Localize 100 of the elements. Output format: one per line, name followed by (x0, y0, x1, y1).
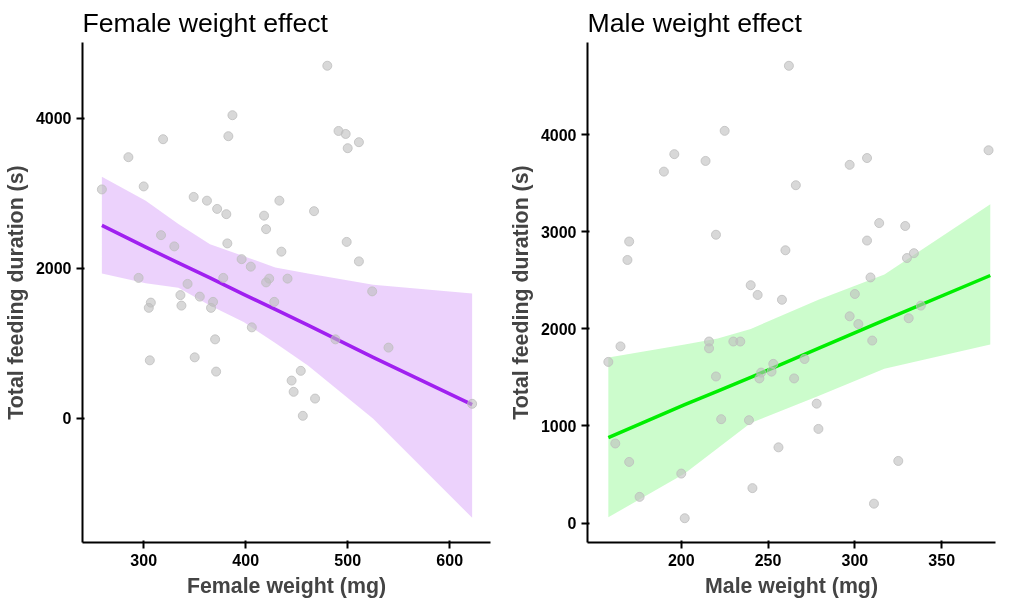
y-axis-title: Total feeding duration (s) (508, 165, 533, 420)
point (900, 221, 911, 231)
point (123, 152, 134, 163)
chart-title: Male weight effect (587, 7, 803, 38)
point (669, 149, 680, 160)
point (768, 358, 779, 369)
point (983, 145, 994, 156)
point (790, 180, 801, 191)
y-tick-label: 0 (62, 410, 72, 428)
point (282, 273, 293, 284)
y-tick-label: 4000 (35, 110, 72, 128)
point (330, 334, 341, 345)
point (901, 253, 912, 264)
point (743, 415, 754, 426)
point (853, 319, 864, 330)
x-tick-label: 300 (841, 551, 869, 569)
point (340, 128, 351, 139)
point (813, 423, 824, 434)
point (309, 206, 320, 217)
point (783, 60, 794, 71)
point (333, 125, 344, 136)
point (143, 302, 154, 313)
point (295, 365, 306, 376)
point (188, 191, 199, 202)
point (811, 398, 822, 409)
point (210, 334, 221, 345)
point (915, 300, 926, 311)
point (624, 456, 635, 467)
y-tick-label: 2000 (35, 260, 72, 278)
point (789, 373, 800, 384)
point (874, 218, 885, 229)
point (194, 291, 205, 302)
point (773, 442, 784, 453)
point (747, 483, 758, 494)
point (844, 311, 855, 322)
point (710, 229, 721, 240)
x-axis-title: Female weight (mg) (186, 573, 387, 598)
point (383, 342, 394, 353)
x-tick-label: 300 (130, 551, 158, 569)
point (603, 356, 614, 367)
point (865, 272, 876, 283)
point (189, 352, 200, 363)
x-tick-label: 500 (334, 551, 362, 569)
point (849, 288, 860, 299)
point (223, 131, 234, 142)
point (776, 294, 787, 305)
point (222, 238, 233, 249)
point (867, 335, 878, 346)
point (716, 414, 727, 425)
point (221, 209, 232, 220)
point (227, 110, 238, 121)
point (176, 300, 187, 311)
point (341, 236, 352, 247)
y-tick-label: 3000 (540, 223, 577, 241)
point (175, 290, 186, 301)
point (206, 302, 217, 313)
point (138, 181, 149, 192)
point (156, 230, 167, 241)
point (862, 153, 873, 164)
point (844, 159, 855, 170)
point (342, 143, 353, 154)
point (766, 366, 777, 377)
point (704, 343, 715, 354)
point (624, 236, 635, 247)
point (700, 155, 711, 166)
y-axis-title: Total feeding duration (s) (3, 165, 28, 420)
point (201, 195, 212, 206)
point (218, 272, 229, 283)
x-axis-title: Male weight (mg) (705, 573, 878, 598)
x-tick-label: 350 (928, 551, 956, 569)
point (754, 373, 765, 384)
point (780, 245, 791, 256)
point (182, 278, 193, 289)
point (259, 210, 270, 221)
point (133, 272, 144, 283)
point (908, 248, 919, 259)
point (610, 438, 621, 449)
point (353, 137, 364, 148)
point (893, 455, 904, 466)
point (799, 354, 810, 364)
y-tick-label: 4000 (540, 126, 577, 144)
point (367, 286, 378, 297)
point (353, 256, 364, 267)
point (212, 203, 223, 214)
point (236, 254, 247, 265)
x-tick-label: 400 (232, 551, 260, 569)
point (310, 393, 321, 404)
point (158, 134, 169, 145)
point (245, 261, 256, 272)
point (710, 371, 721, 382)
point (903, 313, 914, 324)
point (169, 241, 180, 252)
point (246, 322, 257, 333)
point (862, 235, 873, 246)
point (658, 166, 669, 177)
point (211, 366, 222, 377)
point (286, 375, 297, 386)
point (269, 296, 280, 307)
x-tick-label: 600 (436, 551, 464, 569)
point (719, 125, 730, 136)
